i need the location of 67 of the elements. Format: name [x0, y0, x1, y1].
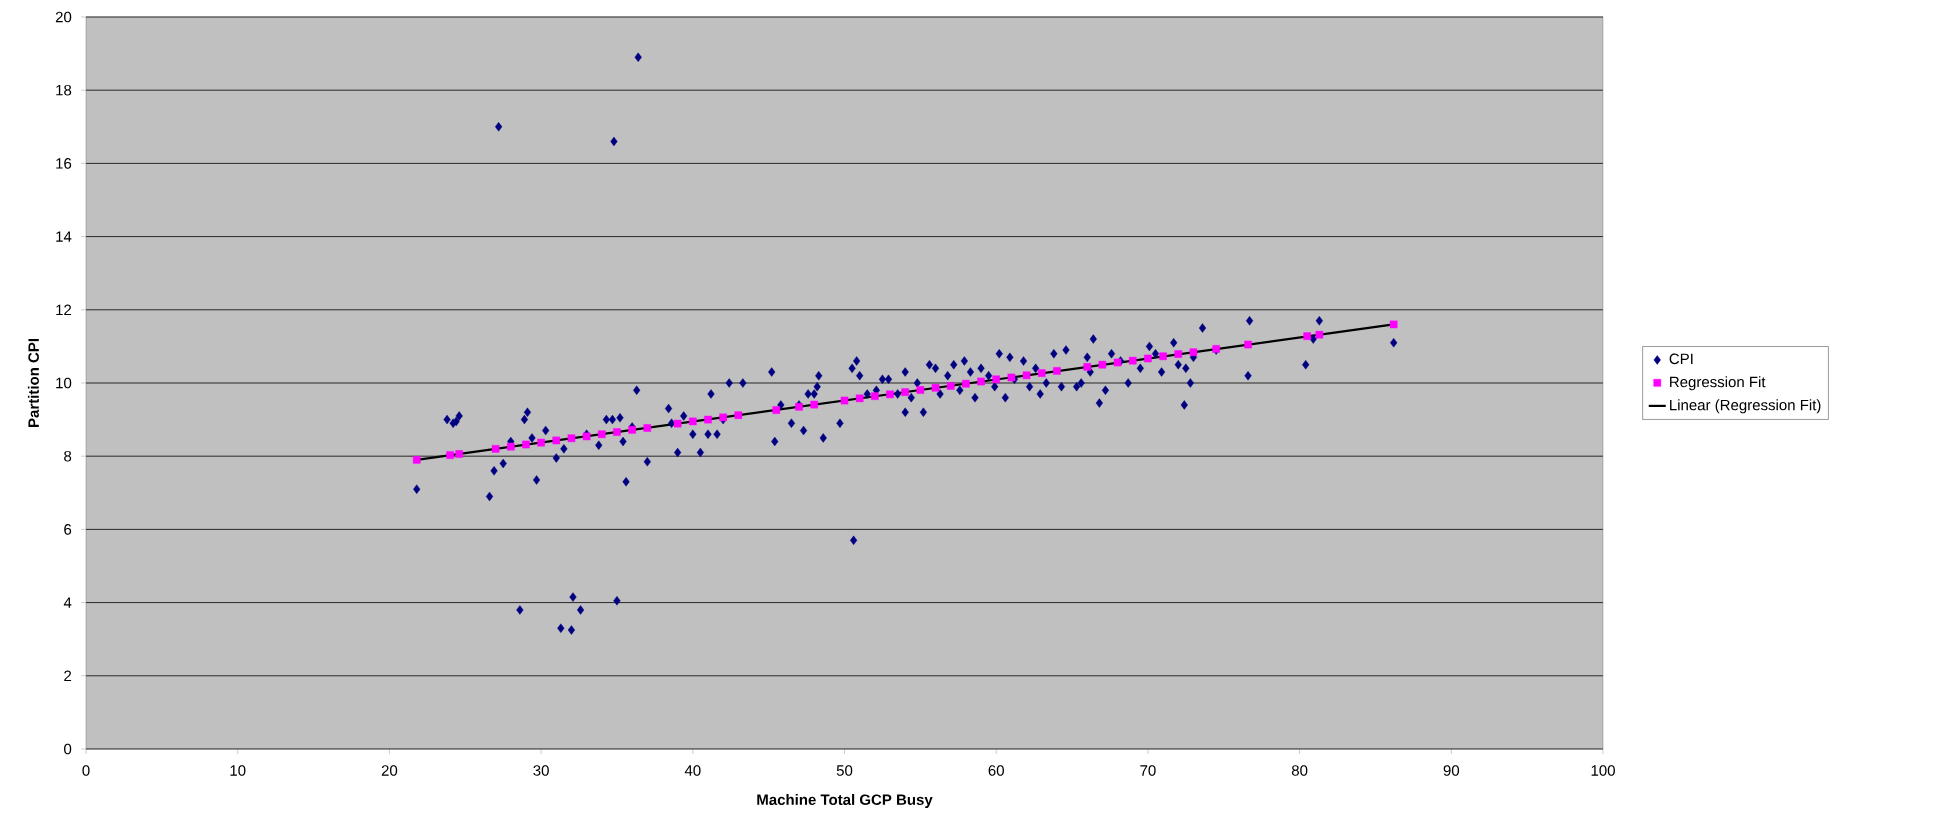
- legend-label: CPI: [1669, 353, 1693, 365]
- point: [1022, 371, 1031, 380]
- y-tick-label: 0: [64, 743, 72, 755]
- point: [931, 383, 940, 392]
- point: [1098, 360, 1107, 369]
- y-tick-label: 4: [63, 597, 72, 608]
- y-tick-label: 12: [56, 304, 72, 316]
- point: [537, 438, 545, 447]
- point: [772, 406, 781, 414]
- point: [1315, 330, 1324, 339]
- x-tick-label: 100: [1591, 765, 1615, 776]
- x-tick-label: 20: [381, 765, 398, 776]
- point: [597, 430, 606, 439]
- point: [1159, 352, 1167, 361]
- x-tick-label: 80: [1291, 765, 1308, 776]
- y-tick-label: 18: [56, 84, 72, 96]
- point: [491, 445, 500, 453]
- legend-label: Regression Fit: [1670, 376, 1766, 391]
- y-tick-label: 14: [56, 231, 72, 242]
- point: [946, 382, 955, 390]
- x-tick-label: 30: [533, 765, 549, 776]
- point: [704, 415, 712, 424]
- point: [1037, 369, 1046, 377]
- x-tick-label: 70: [1140, 765, 1156, 776]
- point: [1053, 367, 1061, 375]
- y-tick-label: 2: [64, 670, 72, 682]
- point: [1174, 350, 1183, 358]
- point: [810, 400, 818, 409]
- point: [992, 375, 1001, 384]
- point: [552, 436, 561, 445]
- x-tick-label: 0: [82, 765, 90, 776]
- point: [1303, 332, 1311, 340]
- x-axis-title: Machine Total GCP Busy: [757, 794, 933, 808]
- point: [1113, 358, 1122, 367]
- y-tick-label: 10: [56, 377, 72, 389]
- point: [1244, 340, 1252, 349]
- point: [1128, 356, 1137, 365]
- x-tick-label: 60: [988, 765, 1004, 776]
- point: [901, 388, 909, 396]
- y-tick-label: 8: [64, 450, 72, 462]
- point: [840, 396, 849, 405]
- point: [734, 411, 743, 419]
- point: [613, 428, 621, 436]
- point: [412, 456, 421, 464]
- point: [522, 440, 530, 449]
- point: [628, 426, 636, 434]
- point: [446, 451, 454, 459]
- legend-label: Linear (Regression Fit): [1670, 399, 1821, 414]
- point: [855, 394, 864, 403]
- point: [1389, 320, 1398, 329]
- x-tick-label: 50: [836, 765, 853, 776]
- x-tick-label: 40: [684, 765, 701, 776]
- point: [643, 424, 652, 432]
- x-tick-label: 90: [1443, 765, 1460, 776]
- point: [455, 450, 463, 458]
- point: [977, 377, 985, 386]
- y-tick-label: 20: [55, 11, 72, 23]
- point: [962, 379, 970, 388]
- point: [916, 386, 925, 394]
- y-tick-label: 6: [64, 524, 72, 535]
- point: [1144, 354, 1152, 363]
- y-axis-title: Partition CPI: [27, 338, 39, 427]
- point: [886, 390, 894, 399]
- point: [567, 434, 576, 443]
- y-tick-label: 16: [56, 158, 72, 169]
- x-tick-label: 10: [230, 765, 246, 776]
- point: [689, 417, 697, 426]
